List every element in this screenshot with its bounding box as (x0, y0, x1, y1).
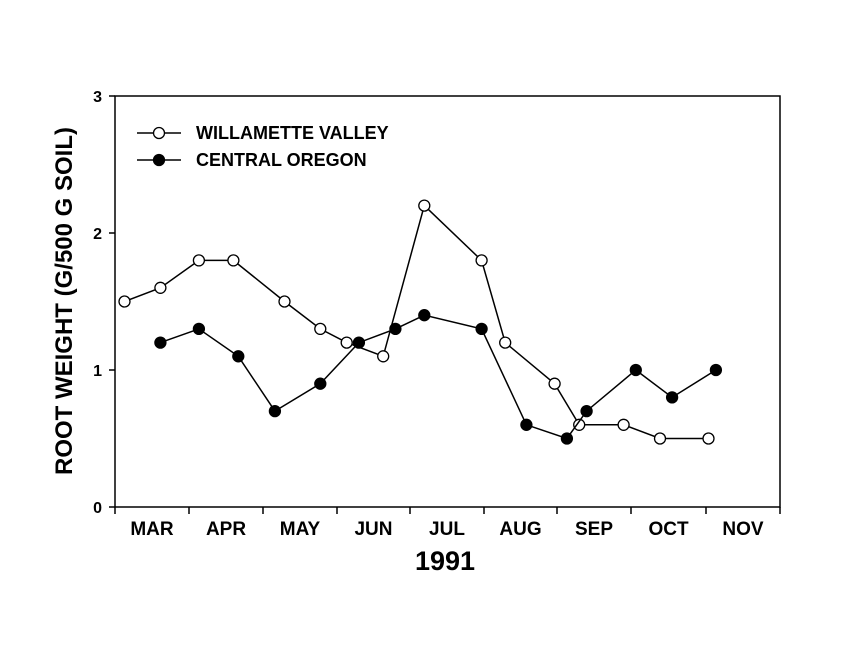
central-oregon-point (665, 391, 679, 404)
willamette-valley-point (548, 377, 561, 390)
central-oregon-point (389, 322, 402, 336)
legend: WILLAMETTE VALLEY CENTRAL OREGON (137, 123, 389, 170)
central-oregon-point (709, 363, 723, 377)
legend-marker (152, 153, 166, 167)
willamette-valley-point (278, 295, 291, 308)
willamette-valley-point (227, 254, 240, 267)
willamette-valley-point (573, 418, 586, 431)
willamette-valley-point (475, 254, 488, 267)
willamette-valley-point (340, 336, 353, 349)
x-tick-label: JUL (429, 519, 465, 540)
willamette-valley-point (377, 350, 390, 363)
y-tick-label: 1 (93, 363, 102, 380)
x-axis: MAR APR MAY JUN JUL AUG SEP OCT NOV (114, 507, 781, 540)
series-layer (118, 199, 723, 445)
x-tick-label: APR (206, 519, 246, 540)
central-oregon-point (192, 322, 206, 336)
central-oregon-point (352, 336, 366, 349)
central-oregon-point (418, 309, 431, 322)
central-oregon-point (560, 432, 574, 445)
x-axis-title: 1991 (415, 546, 475, 576)
central-oregon-point (154, 336, 167, 349)
series-line (160, 314, 717, 440)
legend-label: CENTRAL OREGON (196, 150, 367, 170)
central-oregon-point (580, 404, 593, 418)
central-oregon-point (629, 363, 642, 377)
y-axis: 0 1 2 3 (93, 89, 115, 517)
willamette-valley-point (418, 199, 431, 212)
central-oregon-point (475, 322, 488, 336)
willamette-valley-point (702, 432, 715, 445)
willamette-valley-point (314, 322, 327, 336)
central-oregon-point (314, 377, 327, 390)
willamette-valley-point (499, 336, 512, 349)
x-tick-label: MAR (130, 519, 174, 540)
y-tick-label: 0 (93, 500, 102, 517)
x-tick-label: SEP (575, 519, 613, 540)
willamette-valley-point (192, 254, 206, 267)
legend-label: WILLAMETTE VALLEY (196, 123, 389, 143)
x-tick-label: NOV (722, 519, 764, 540)
willamette-valley-point (118, 295, 131, 308)
x-tick-label: OCT (648, 519, 689, 540)
series-line (124, 204, 709, 440)
y-axis-title: ROOT WEIGHT (G/500 G SOIL) (51, 127, 78, 475)
y-tick-label: 2 (93, 226, 102, 243)
y-tick-label: 3 (93, 89, 102, 106)
central-oregon-point (268, 404, 282, 418)
central-oregon-point (232, 350, 245, 363)
willamette-valley-point (617, 418, 630, 431)
plot-frame (114, 95, 781, 508)
willamette-valley-point (154, 281, 167, 294)
central-oregon-point (520, 418, 533, 431)
willamette-valley-point (653, 432, 667, 445)
x-tick-label: AUG (499, 519, 541, 540)
x-tick-label: MAY (280, 519, 321, 540)
legend-marker (152, 126, 166, 140)
x-tick-label: JUN (354, 519, 392, 540)
